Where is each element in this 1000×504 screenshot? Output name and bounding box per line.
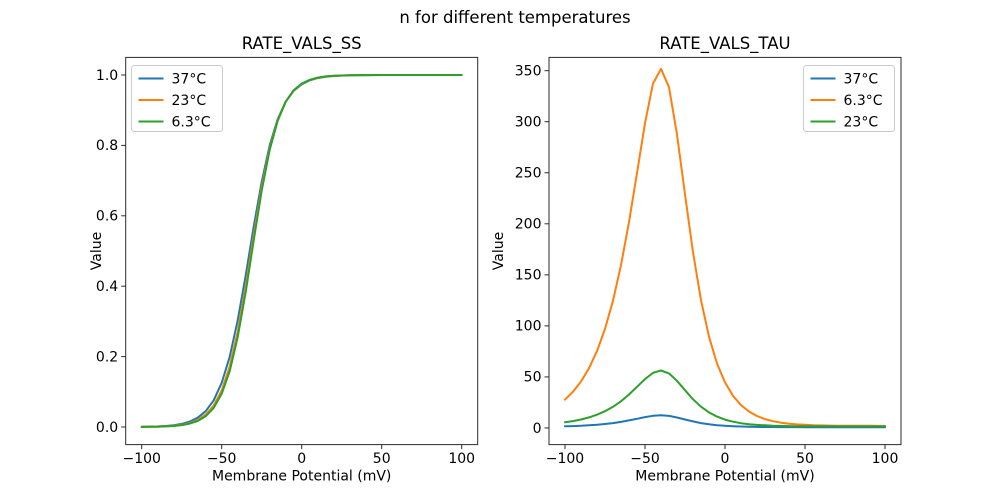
- subplot-ss-ylabel: Value: [89, 232, 105, 270]
- axes-layer-tau: −100 −50 0 50 100 0 50 100 150 200 250 300 350: [515, 63, 899, 467]
- x-tick-label: 50: [373, 451, 391, 467]
- x-tick-label: −50: [630, 451, 660, 467]
- axes-layer-ss: −100 −50 0 50 100 0.0 0.2 0.4 0.6 0.8 1.0: [96, 68, 475, 467]
- x-tick-label: −100: [122, 451, 160, 467]
- y-tick-label: 0: [533, 421, 542, 437]
- x-tick-label: 0: [297, 451, 306, 467]
- legend-label: 23°C: [172, 93, 207, 109]
- y-tick-label: 100: [515, 319, 542, 335]
- legend-box: [131, 65, 223, 132]
- legend-label: 37°C: [844, 72, 879, 88]
- legend-tau: 37°C 6.3°C 23°C: [803, 65, 895, 132]
- series-line-6.3Cc: [140, 74, 463, 428]
- x-tick-label: −100: [546, 451, 584, 467]
- subplot-ss: RATE_VALS_SS Membrane Potential (mV) Val…: [89, 34, 479, 485]
- series-line-23Cc: [564, 369, 886, 428]
- x-tick-label: 100: [448, 451, 475, 467]
- y-tick-label: 200: [515, 217, 542, 233]
- legend-label: 37°C: [172, 72, 207, 88]
- subplot-ss-xlabel: Membrane Potential (mV): [212, 469, 391, 485]
- legend-entry: 23°C: [810, 115, 879, 131]
- legend-entry: 23°C: [138, 93, 207, 109]
- legend-entry: 6.3°C: [810, 93, 883, 109]
- x-tick-label: 100: [872, 451, 899, 467]
- y-tick-label: 150: [515, 268, 542, 284]
- y-tick-label: 0.8: [96, 138, 118, 154]
- legend-entry: 37°C: [810, 72, 879, 88]
- y-tick-label: 300: [515, 115, 542, 131]
- legend-entry: 37°C: [138, 72, 207, 88]
- legend-entry: 6.3°C: [138, 115, 211, 131]
- legend-box: [803, 65, 895, 132]
- x-tick-label: 0: [721, 451, 730, 467]
- subplot-ss-title: RATE_VALS_SS: [242, 34, 362, 54]
- legend-ss: 37°C 23°C 6.3°C: [131, 65, 223, 132]
- legend-label: 23°C: [844, 115, 879, 131]
- y-tick-label: 0.4: [96, 279, 118, 295]
- y-tick-label: 1.0: [96, 68, 118, 84]
- legend-label: 6.3°C: [172, 115, 211, 131]
- y-tick-label: 350: [515, 63, 542, 79]
- y-tick-label: 0.6: [96, 209, 118, 225]
- y-tick-label: 250: [515, 166, 542, 182]
- y-tick-label: 0.2: [96, 349, 118, 365]
- x-tick-label: 50: [796, 451, 814, 467]
- legend-label: 6.3°C: [844, 93, 883, 109]
- subplot-tau-xlabel: Membrane Potential (mV): [635, 469, 814, 485]
- y-tick-label: 50: [524, 370, 542, 386]
- subplot-tau: RATE_VALS_TAU Membrane Potential (mV) Va…: [491, 34, 902, 485]
- y-tick-label: 0.0: [96, 420, 118, 436]
- subplot-tau-title: RATE_VALS_TAU: [659, 34, 790, 54]
- x-tick-label: −50: [207, 451, 237, 467]
- subplot-tau-ylabel: Value: [491, 232, 507, 270]
- figure-title: n for different temperatures: [399, 8, 630, 27]
